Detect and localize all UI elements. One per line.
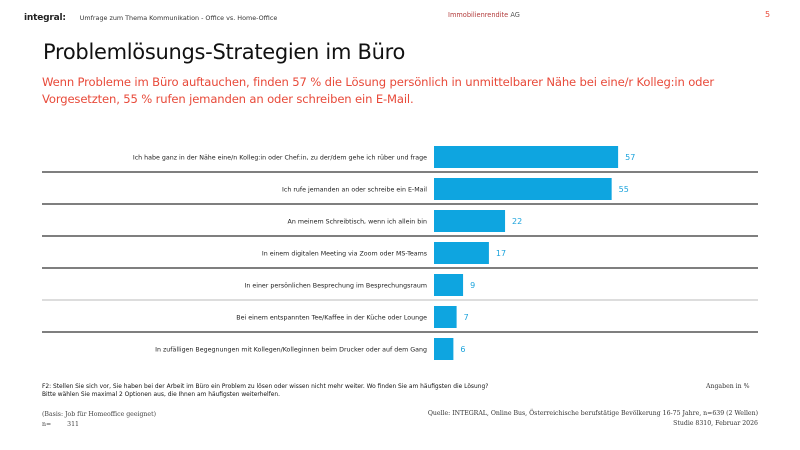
category-label: Bei einem entspannten Tee/Kaffee in der … bbox=[236, 314, 427, 321]
value-label: 6 bbox=[460, 345, 465, 354]
sample-size: n= 311 bbox=[42, 421, 79, 428]
category-label: In einer persönlichen Besprechung im Bes… bbox=[244, 282, 427, 289]
question-text: F2: Stellen Sie sich vor, Sie haben bei … bbox=[42, 383, 488, 399]
bar bbox=[434, 146, 619, 168]
bar bbox=[434, 178, 612, 200]
category-label: Ich habe ganz in der Nähe eine/n Kolleg:… bbox=[133, 154, 427, 161]
value-label: 57 bbox=[625, 153, 635, 162]
key-finding: Wenn Probleme im Büro auftauchen, finden… bbox=[42, 75, 714, 106]
bar bbox=[434, 210, 506, 232]
survey-topic: Umfrage zum Thema Kommunikation - Office… bbox=[79, 14, 278, 22]
value-label: 17 bbox=[496, 249, 506, 258]
study-id: Studie 8310, Februar 2026 bbox=[673, 420, 758, 427]
bar bbox=[434, 306, 457, 328]
header-bar: integral: Umfrage zum Thema Kommunikatio… bbox=[24, 11, 277, 25]
category-label: In zufälligen Begegnungen mit Kollegen/K… bbox=[155, 346, 427, 353]
bar bbox=[434, 338, 454, 360]
bar bbox=[434, 242, 489, 264]
page-title: Problemlösungs-Strategien im Büro bbox=[43, 40, 406, 64]
bar bbox=[434, 274, 464, 296]
value-label: 9 bbox=[470, 281, 475, 290]
value-label: 7 bbox=[464, 313, 469, 322]
value-label: 55 bbox=[619, 185, 629, 194]
integral-logo: integral: bbox=[24, 13, 66, 23]
category-label: In einem digitalen Meeting via Zoom oder… bbox=[262, 250, 427, 257]
client-name: Immobilienrendite AG bbox=[448, 11, 520, 19]
page-number: 5 bbox=[765, 10, 771, 19]
source-text: Quelle: INTEGRAL, Online Bus, Österreich… bbox=[427, 410, 758, 417]
basis-text: (Basis: Job für Homeoffice geeignet) bbox=[42, 411, 156, 418]
value-label: 22 bbox=[512, 217, 522, 226]
sample-basis: (Basis: Job für Homeoffice geeignet) n= 3… bbox=[42, 410, 156, 430]
category-label: Ich rufe jemanden an oder schreibe ein E… bbox=[282, 186, 427, 193]
source-note: Quelle: INTEGRAL, Online Bus, Österreich… bbox=[428, 409, 758, 429]
question-line-2: Bitte wählen Sie maximal 2 Optionen aus,… bbox=[42, 392, 280, 399]
category-label: An meinem Schreibtisch, wenn ich allein … bbox=[288, 218, 427, 225]
question-line-1: F2: Stellen Sie sich vor, Sie haben bei … bbox=[42, 384, 489, 390]
unit-note: Angaben in % bbox=[706, 383, 750, 390]
